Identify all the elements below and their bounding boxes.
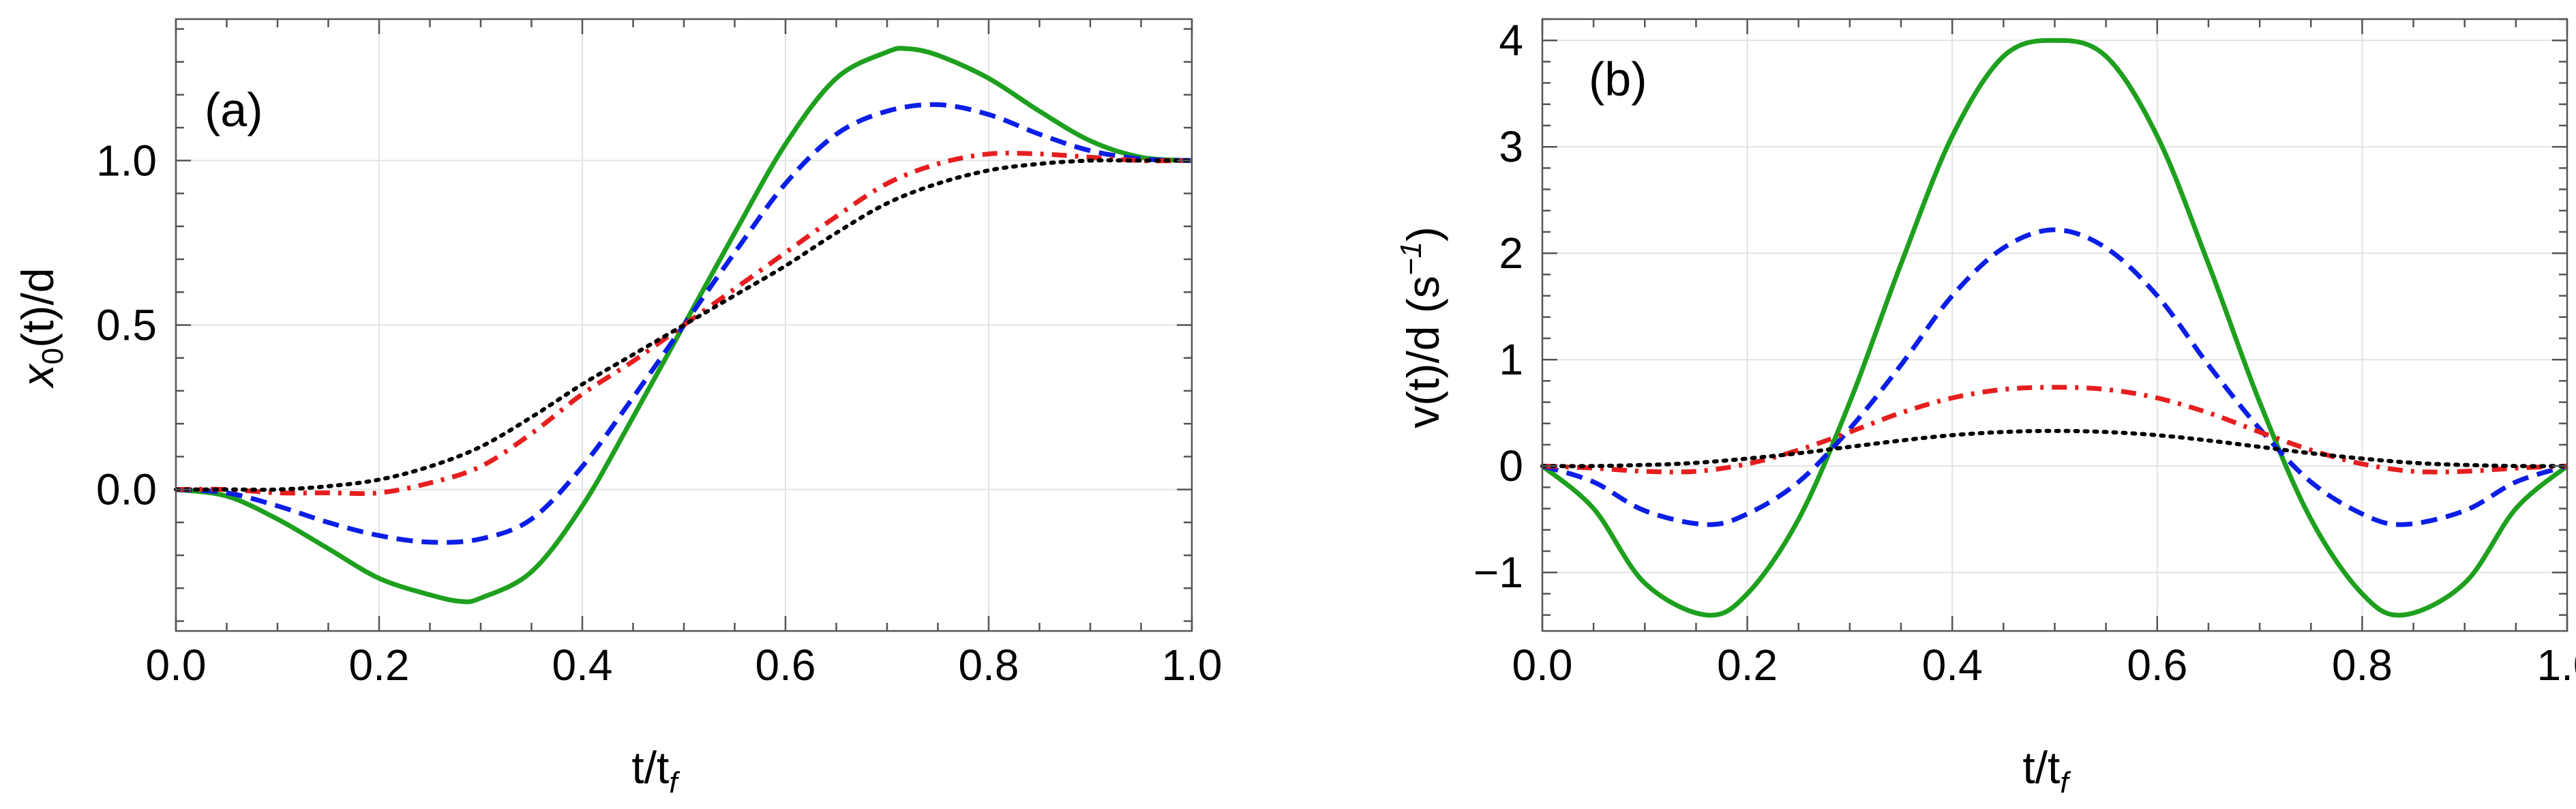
y-tick-label: −1 [1473,548,1523,597]
x-tick-label: 0.4 [552,641,613,690]
series-line-black-dotted-a [174,158,1194,492]
x-tick-label: 0.2 [349,641,410,690]
ytick-labels-b: −1 0 1 2 3 4 [1473,16,1523,597]
y-tick-label: 4 [1499,16,1523,65]
x-tick-label: 0.8 [2332,641,2393,690]
x-axis-title-b-main: t/t [2022,742,2060,793]
series-a [174,46,1194,604]
y-tick-label: 0.5 [96,301,157,350]
y-tick-label: 2 [1499,229,1523,278]
series-line-red-dashdot-b [1542,385,2568,475]
x-tick-label: 0.2 [1717,641,1778,690]
series-b [1540,38,2569,618]
panel-a: 0.0 0.2 0.4 0.6 0.8 1.0 0.00.51.0 (a) t/tf x0… [12,18,1223,799]
x-axis-title-a: t/tf [631,742,680,799]
y-tick-label: 1 [1499,335,1523,384]
y-tick-label: 0.0 [96,465,157,514]
panel-label-b: (b) [1589,53,1647,106]
x-tick-label: 0.6 [2127,641,2187,690]
xtick-labels-b: 0.0 0.2 0.4 0.6 0.8 1.0 [1512,641,2576,690]
y-axis-title-a-main: x [12,363,63,389]
x-axis-title-a-sub: f [669,766,680,799]
x-tick-label: 0.8 [959,641,1019,690]
x-tick-label: 1.0 [1162,641,1223,690]
x-tick-label: 0.6 [755,641,816,690]
x-tick-label: 0.0 [1512,641,1573,690]
x-axis-title-b: t/tf [2022,742,2071,799]
y-axis-title-b-main: v(t)/d (s [1398,276,1448,428]
y-axis-title-b-rest: ) [1398,226,1448,241]
series-line-black-dotted-b [1540,428,2569,469]
y-axis-title-b: v(t)/d (s−1) [1394,226,1448,428]
grid-b [1542,19,2568,631]
series-line-blue-dashed-b [1541,227,2568,527]
y-axis-title-a-sub: 0 [36,348,70,364]
x-axis-title-a-main: t/t [631,742,669,793]
ticks-b [1541,18,2568,631]
x-axis-title-b-sub: f [2060,766,2071,799]
y-tick-label: 0 [1499,441,1523,490]
plot-frame-b [1541,18,2568,632]
x-tick-label: 0.0 [146,641,207,690]
ytick-labels-a: 0.0 0.5 1.0 [96,136,157,514]
xtick-labels-a: 0.0 0.2 0.4 0.6 0.8 1.0 [146,641,1223,690]
panel-b: 0.0 0.2 0.4 0.6 0.8 1.0 −1 0 1 2 3 4 (b) t/tf v(t)… [1394,16,2576,799]
x-tick-label: 0.4 [1922,641,1983,690]
y-axis-title-b-sup: −1 [1394,241,1428,276]
panel-label-a: (a) [205,83,263,136]
y-axis-title-a-rest: (t)/d [12,268,63,348]
series-line-green-solid-b [1540,38,2569,618]
series-line-red-dashdot-a [175,150,1193,497]
y-axis-title-a: x0(t)/d [12,268,70,389]
ticks-a [175,19,1193,631]
y-tick-label: 1.0 [96,136,157,185]
x-tick-label: 1.0 [2537,641,2576,690]
y-tick-label: 3 [1499,122,1523,171]
